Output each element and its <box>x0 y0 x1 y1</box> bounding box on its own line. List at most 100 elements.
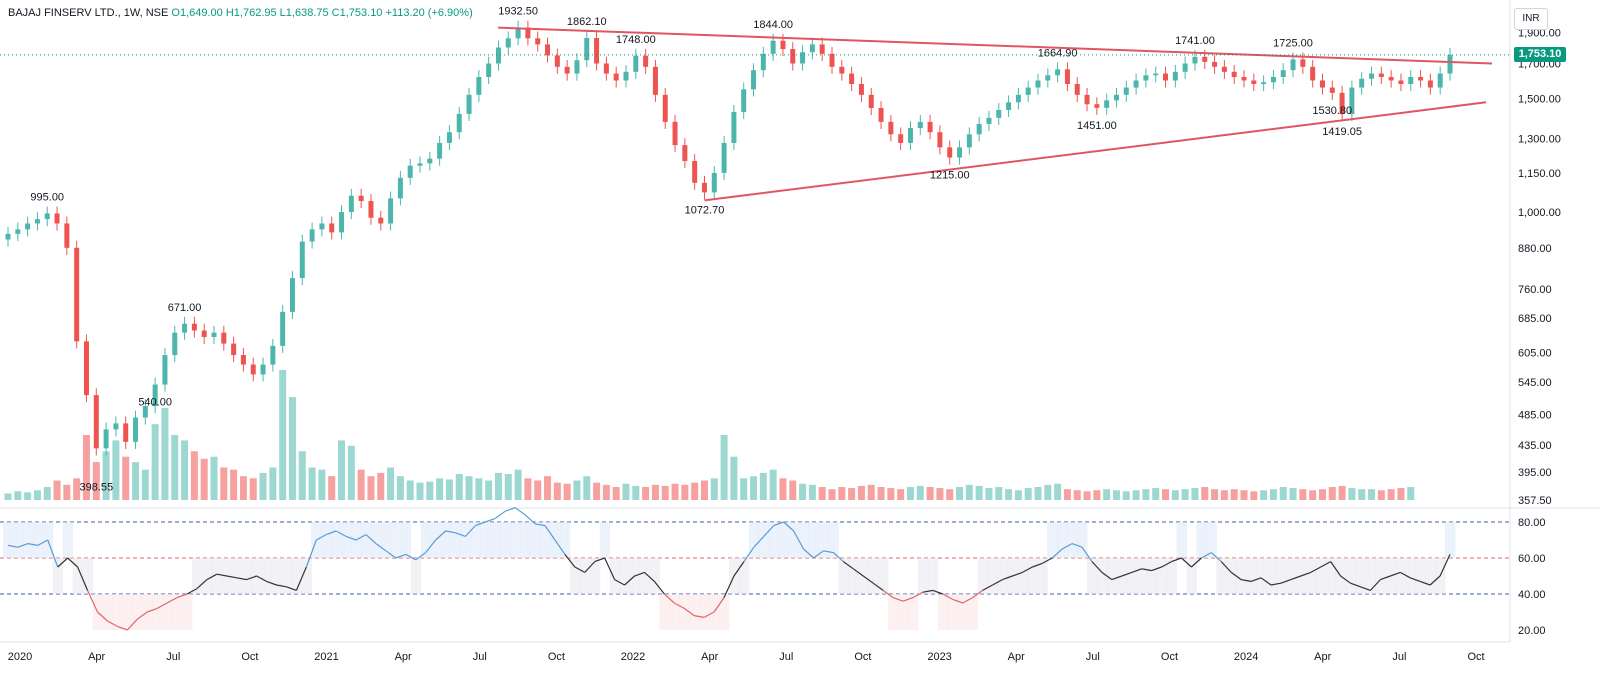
rsi-zone <box>1206 522 1217 558</box>
rsi-zone <box>520 522 531 558</box>
rsi-line-segment <box>803 548 814 559</box>
candle-body <box>545 44 551 56</box>
volume-bar <box>24 492 32 500</box>
volume-bar <box>377 472 385 500</box>
candle-body <box>878 108 884 122</box>
rsi-line-segment <box>634 571 645 577</box>
volume-bar <box>1201 487 1209 500</box>
rsi-zone <box>579 558 591 594</box>
lower-trendline[interactable] <box>704 101 1487 202</box>
candle-body <box>1241 76 1247 81</box>
rsi-zone <box>1087 558 1098 594</box>
time-tick-label: 2022 <box>621 651 645 663</box>
volume-bar <box>759 472 767 500</box>
rsi-line-segment <box>445 530 456 534</box>
rsi-zone <box>1096 558 1108 594</box>
rsi-line-segment <box>1032 562 1043 568</box>
rsi-line-segment <box>743 546 755 562</box>
candle-body <box>957 147 963 158</box>
rsi-line-segment <box>624 575 635 586</box>
rsi-line-segment <box>892 597 904 602</box>
rsi-zone <box>231 558 243 594</box>
rsi-zone <box>977 558 989 594</box>
volume-bar <box>808 484 816 500</box>
rsi-line-segment <box>1419 580 1431 586</box>
volume-bar <box>1407 487 1415 500</box>
rsi-zone <box>1136 558 1148 594</box>
rsi-zone <box>838 558 849 594</box>
rsi-line-segment <box>694 615 705 618</box>
candle-body <box>456 113 462 133</box>
rsi-tick-label: 80.00 <box>1518 517 1546 529</box>
price-tick-label: 357.50 <box>1518 495 1552 507</box>
volume-bars <box>4 370 1415 500</box>
rsi-zone <box>182 594 193 630</box>
candle-body <box>976 123 982 135</box>
candle-body <box>417 163 423 166</box>
time-tick-label: 2020 <box>8 651 32 663</box>
rsi-zone <box>1047 522 1058 558</box>
rsi-zone <box>331 522 342 558</box>
rsi-line-segment <box>604 557 616 580</box>
time-tick-label: Jul <box>1086 651 1100 663</box>
candle-body <box>1045 75 1051 81</box>
candle-body <box>986 117 992 124</box>
rsi-line-segment <box>156 602 168 609</box>
rsi-zone <box>957 594 969 630</box>
rsi-tick-label: 60.00 <box>1518 553 1546 565</box>
rsi-zone <box>818 522 829 558</box>
rsi-line-segment <box>1300 571 1311 577</box>
candle-body <box>1329 87 1335 93</box>
candle-body <box>868 94 874 109</box>
volume-bar <box>1112 490 1120 500</box>
volume-bar <box>995 487 1003 500</box>
rsi-line-segment <box>335 530 347 537</box>
volume-bar <box>818 487 826 500</box>
price-tick-label: 605.00 <box>1518 348 1552 360</box>
symbol-info[interactable]: BAJAJ FINSERV LTD., 1W, NSE <box>8 7 169 19</box>
currency-button[interactable]: INR <box>1514 8 1548 30</box>
volume-bar <box>1348 488 1356 500</box>
rsi-line-segment <box>723 575 735 598</box>
candle-body <box>113 423 119 430</box>
price-annotation: 540.00 <box>138 397 172 409</box>
candle-body <box>1006 102 1012 110</box>
rsi-line-segment <box>1002 575 1013 581</box>
rsi-zone <box>410 558 422 594</box>
candle-body <box>947 147 953 158</box>
rsi-line-segment <box>733 561 745 577</box>
candle-body <box>1378 73 1384 77</box>
volume-bar <box>455 474 463 500</box>
rsi-zone <box>609 558 621 594</box>
upper-trendline[interactable] <box>498 26 1493 65</box>
rsi-zone <box>669 594 680 630</box>
rsi-line-segment <box>485 517 496 523</box>
rsi-line-segment <box>405 553 417 561</box>
volume-bar <box>1309 490 1317 500</box>
volume-bar <box>279 370 287 500</box>
rsi-line-segment <box>1191 557 1202 568</box>
candle-body <box>397 177 403 199</box>
candle-body <box>1339 92 1345 115</box>
candle-body <box>309 229 315 242</box>
rsi-zone <box>738 558 750 594</box>
candle-body <box>1015 94 1021 103</box>
candle-body <box>1202 56 1208 62</box>
volume-bar <box>298 451 306 500</box>
rsi-line-segment <box>1012 571 1023 577</box>
candle-body <box>427 158 433 164</box>
candle-body <box>83 341 89 396</box>
volume-bar <box>877 487 885 500</box>
rsi-zone <box>898 594 909 630</box>
rsi-line-segment <box>872 582 884 591</box>
volume-bar <box>308 467 316 500</box>
candle-body <box>721 142 727 173</box>
trendlines[interactable] <box>498 26 1493 202</box>
candle-body <box>731 111 737 143</box>
rsi-line-segment <box>316 534 327 541</box>
candle-body <box>809 44 815 53</box>
rsi-line-segment <box>226 575 237 579</box>
candle-body <box>1310 66 1316 81</box>
candle-body <box>495 47 501 64</box>
